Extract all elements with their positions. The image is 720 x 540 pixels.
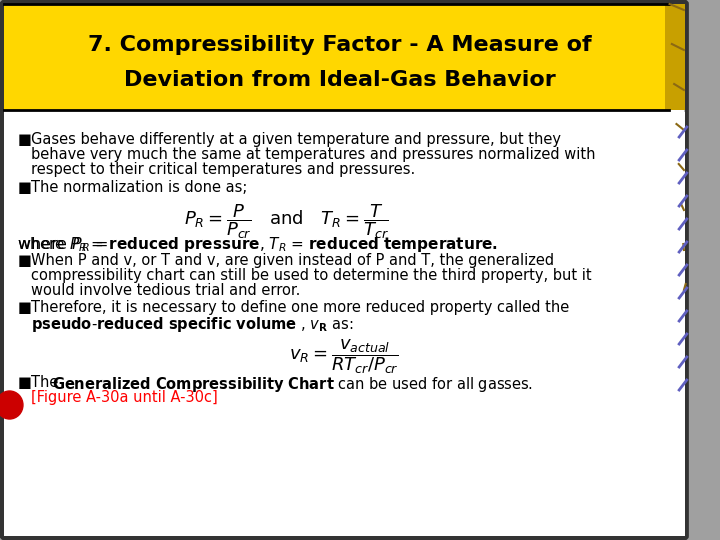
Text: Deviation from Ideal-Gas Behavior: Deviation from Ideal-Gas Behavior — [124, 70, 555, 90]
Text: would involve tedious trial and error.: would involve tedious trial and error. — [31, 283, 300, 298]
Text: 7. Compressibility Factor - A Measure of: 7. Compressibility Factor - A Measure of — [88, 35, 591, 55]
Text: where $\mathit{P}_{R}$ = $\mathbf{reduced\ pressure}$, $\mathit{T}_{R}$ = $\math: where $\mathit{P}_{R}$ = $\mathbf{reduce… — [17, 235, 498, 254]
Text: ■: ■ — [17, 180, 31, 195]
Text: When P and v, or T and v, are given instead of P and T, the generalized: When P and v, or T and v, are given inst… — [31, 253, 554, 268]
Text: Gases behave differently at a given temperature and pressure, but they: Gases behave differently at a given temp… — [31, 132, 561, 147]
Text: Therefore, it is necessary to define one more reduced property called the: Therefore, it is necessary to define one… — [31, 300, 569, 315]
FancyBboxPatch shape — [665, 4, 685, 110]
Text: respect to their critical temperatures and pressures.: respect to their critical temperatures a… — [31, 162, 415, 177]
Text: $\mathbf{Generalized\ Compressibility\ Chart}$ can be used for all gasses.: $\mathbf{Generalized\ Compressibility\ C… — [52, 375, 533, 394]
Text: compressibility chart can still be used to determine the third property, but it: compressibility chart can still be used … — [31, 268, 591, 283]
Circle shape — [0, 391, 23, 419]
Text: ■: ■ — [17, 375, 31, 390]
Text: ■: ■ — [17, 300, 31, 315]
Text: The: The — [31, 375, 63, 390]
Text: behave very much the same at temperatures and pressures normalized with: behave very much the same at temperature… — [31, 147, 595, 162]
Text: [Figure A-30a until A-30c]: [Figure A-30a until A-30c] — [31, 390, 217, 405]
Text: ■: ■ — [17, 132, 31, 147]
Text: $\mathbf{pseudo\text{-}reduced\ specific\ volume}$ , $\mathbf{\mathit{v}_R}$ as:: $\mathbf{pseudo\text{-}reduced\ specific… — [31, 315, 353, 334]
Text: $P_R = \dfrac{P}{P_{cr}}$$\quad \mathrm{and} \quad$$T_R = \dfrac{T}{T_{cr}}$: $P_R = \dfrac{P}{P_{cr}}$$\quad \mathrm{… — [184, 202, 390, 241]
Text: The normalization is done as;: The normalization is done as; — [31, 180, 247, 195]
FancyBboxPatch shape — [4, 4, 669, 110]
FancyBboxPatch shape — [4, 112, 685, 536]
Text: ■: ■ — [17, 253, 31, 268]
Text: where $P_R$ =: where $P_R$ = — [17, 235, 110, 254]
Text: $v_R = \dfrac{v_{actual}}{RT_{cr}/P_{cr}}$: $v_R = \dfrac{v_{actual}}{RT_{cr}/P_{cr}… — [289, 337, 400, 376]
FancyBboxPatch shape — [2, 2, 687, 538]
